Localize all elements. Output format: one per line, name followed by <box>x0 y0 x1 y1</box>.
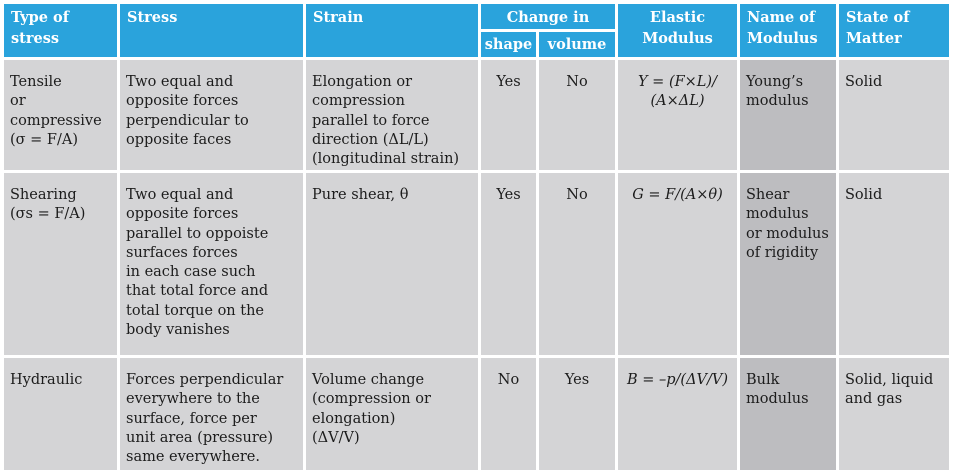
row-hydraulic-modulus-name: Bulk modulus <box>740 358 836 470</box>
row-shearing-strain: Pure shear, θ <box>306 173 478 355</box>
row-tensile-modulus: Y = (F×L)/ (A×ΔL) <box>618 60 737 170</box>
header-type-of-stress: Type of stress <box>4 4 117 57</box>
row-shearing-state: Solid <box>839 173 949 355</box>
header-state-of-matter: State of Matter <box>839 4 949 57</box>
header-strain: Strain <box>306 4 478 57</box>
header-name-of-modulus: Name of Modulus <box>740 4 836 57</box>
row-shearing-modulus-name: Shear modulus or modulus of rigidity <box>740 173 836 355</box>
header-stress: Stress <box>120 4 303 57</box>
elastic-moduli-table: Type of stress Stress Strain Change in E… <box>4 4 949 470</box>
row-tensile-stress: Two equal and opposite forces perpendicu… <box>120 60 303 170</box>
row-shearing-shape-change: Yes <box>481 173 536 355</box>
row-tensile-state: Solid <box>839 60 949 170</box>
header-volume: volume <box>539 32 615 57</box>
header-elastic-modulus: Elastic Modulus <box>618 4 737 57</box>
row-tensile-shape-change: Yes <box>481 60 536 170</box>
row-shearing-type: Shearing (σs = F/A) <box>4 173 117 355</box>
row-shearing-modulus: G = F/(A×θ) <box>618 173 737 355</box>
row-hydraulic-volume-change: Yes <box>539 358 615 470</box>
row-shearing-stress: Two equal and opposite forces parallel t… <box>120 173 303 355</box>
row-tensile-modulus-name: Young’s modulus <box>740 60 836 170</box>
row-hydraulic-state: Solid, liquid and gas <box>839 358 949 470</box>
row-hydraulic-type: Hydraulic <box>4 358 117 470</box>
row-hydraulic-modulus: B = –p/(ΔV/V) <box>618 358 737 470</box>
row-shearing-volume-change: No <box>539 173 615 355</box>
row-tensile-volume-change: No <box>539 60 615 170</box>
row-hydraulic-shape-change: No <box>481 358 536 470</box>
row-tensile-type: Tensile or compressive (σ = F/A) <box>4 60 117 170</box>
row-tensile-strain: Elongation or compression parallel to fo… <box>306 60 478 170</box>
row-hydraulic-stress: Forces perpendicular everywhere to the s… <box>120 358 303 470</box>
header-change-in: Change in <box>481 4 615 29</box>
header-shape: shape <box>481 32 536 57</box>
row-hydraulic-strain: Volume change (compression or elongation… <box>306 358 478 470</box>
